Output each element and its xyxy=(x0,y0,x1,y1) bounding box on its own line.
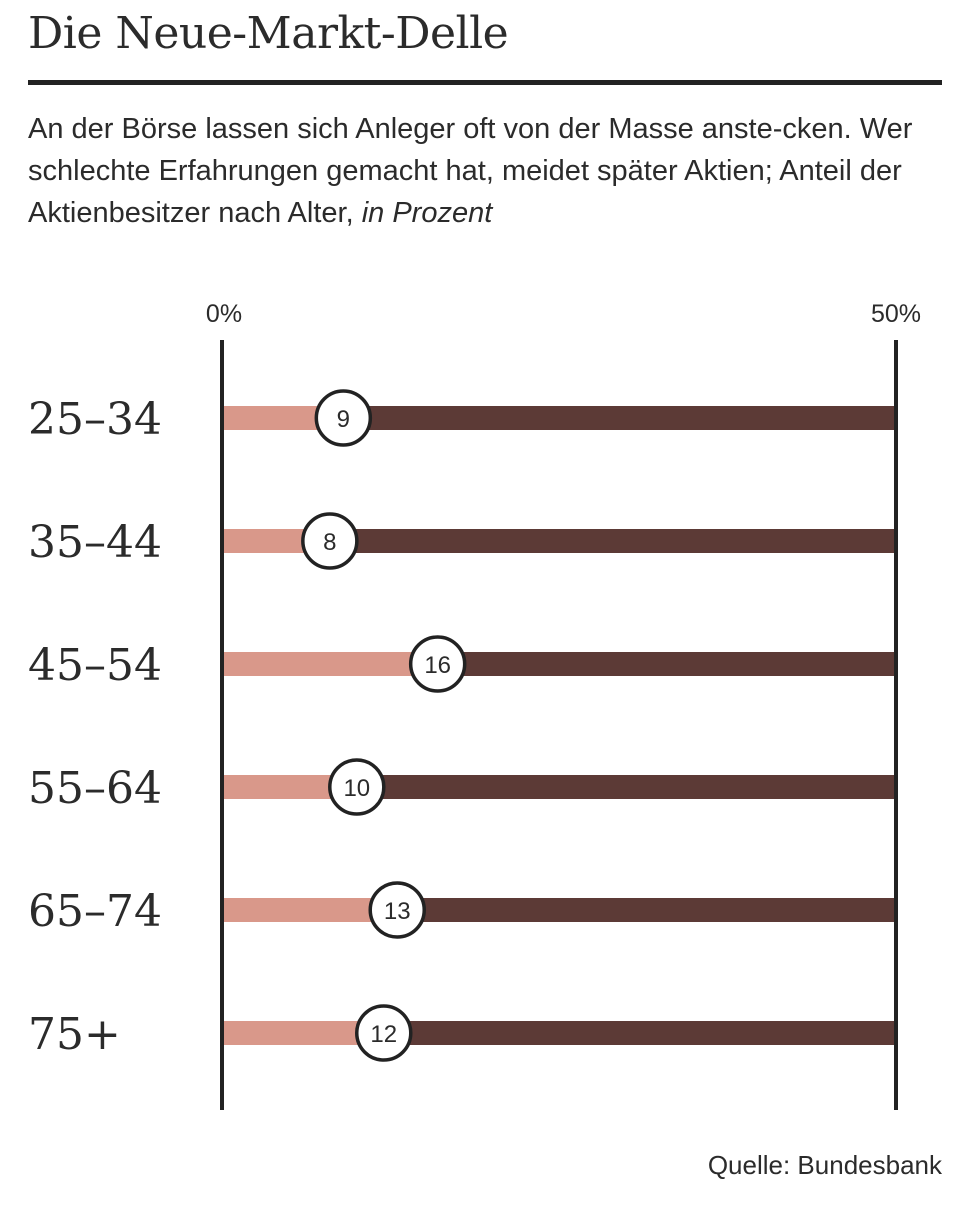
tick-label-0: 0% xyxy=(206,300,242,328)
value-label: 16 xyxy=(424,652,451,679)
value-marker xyxy=(301,512,359,570)
category-label: 45–54 xyxy=(28,640,162,691)
subtitle-unit: in Prozent xyxy=(361,197,493,229)
value-marker xyxy=(408,635,467,693)
value-marker xyxy=(328,758,386,816)
category-label: 35–44 xyxy=(28,517,162,568)
value-bar xyxy=(224,898,398,922)
chart-subtitle: An der Börse lassen sich Anleger oft von… xyxy=(28,108,944,234)
category-label: 55–64 xyxy=(28,763,162,814)
value-label: 9 xyxy=(337,406,350,433)
value-bar xyxy=(224,652,438,676)
category-label: 75+ xyxy=(28,1009,121,1060)
value-label: 8 xyxy=(323,529,336,556)
category-label: 25–34 xyxy=(28,394,162,445)
value-marker xyxy=(314,389,373,447)
value-label: 10 xyxy=(343,775,370,802)
title-rule xyxy=(28,80,942,85)
chart-title: Die Neue-Markt-Delle xyxy=(28,8,509,59)
value-label: 12 xyxy=(370,1021,397,1048)
category-label: 65–74 xyxy=(28,886,162,937)
value-marker xyxy=(355,1004,413,1062)
tick-label-50: 50% xyxy=(871,300,921,328)
subtitle-text: An der Börse lassen sich Anleger oft von… xyxy=(28,113,913,229)
source-note: Quelle: Bundesbank xyxy=(707,1150,942,1180)
value-labels-group: 25–34 9 35–44 8 45–54 16 55–64 10 65–74 13 75+ 12 xyxy=(28,389,467,1062)
bars-group xyxy=(222,406,896,1045)
value-marker xyxy=(368,881,426,939)
value-label: 13 xyxy=(384,898,411,925)
